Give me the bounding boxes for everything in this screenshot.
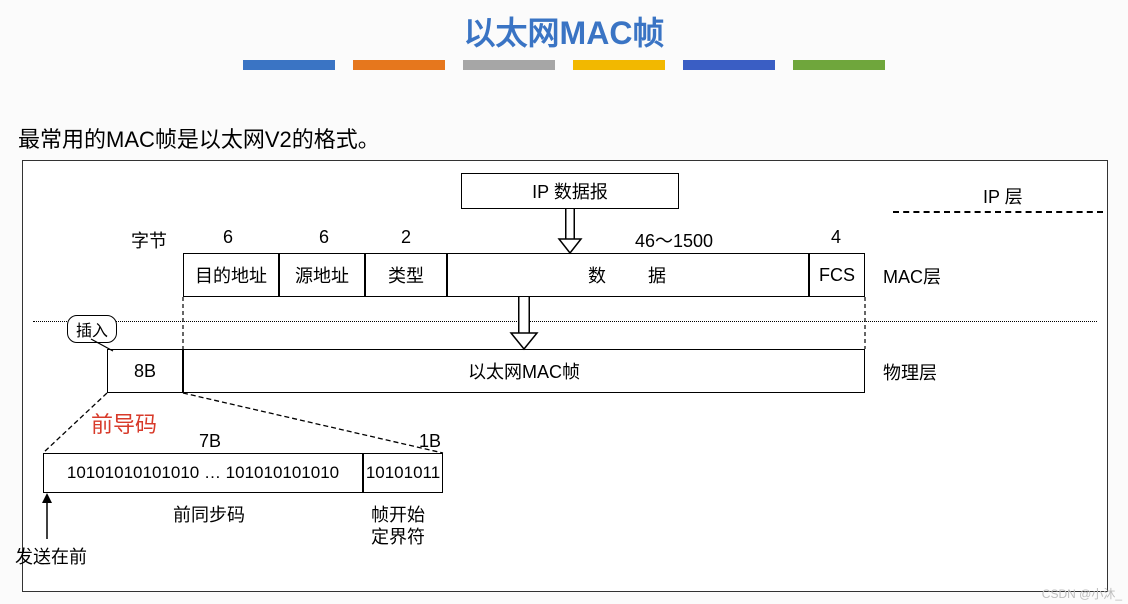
byte-2: 2 <box>401 227 411 248</box>
page-root: 以太网MAC帧 最常用的MAC帧是以太网V2的格式。 IP 数据报 IP 层 字… <box>0 0 1128 604</box>
ip-layer-label: IP 层 <box>983 183 1023 209</box>
title-text: 以太网MAC帧 <box>464 15 665 51</box>
diagram-container: IP 数据报 IP 层 字节 6 6 2 46～1500 4 目的地址 源地址 … <box>22 160 1108 592</box>
bar-2 <box>353 60 445 70</box>
mac-frame-box: 以太网MAC帧 <box>183 349 865 393</box>
preamble-title: 前导码 <box>91 407 157 439</box>
field-dest-addr: 目的地址 <box>183 253 279 297</box>
preamble-sfd-label: 10101011 <box>366 463 440 483</box>
ip-datagram-label: IP 数据报 <box>532 178 608 204</box>
preamble-7b: 7B <box>199 431 221 452</box>
bar-6 <box>793 60 885 70</box>
insert-bubble-label: 插入 <box>76 323 108 340</box>
field-fcs: FCS <box>809 253 865 297</box>
byte-6b: 6 <box>319 227 329 248</box>
preamble-sync-label: 10101010101010 … 101010101010 <box>67 463 339 483</box>
watermark: CSDN @小沐_ <box>1042 585 1122 602</box>
field-data: 数 据 <box>447 253 809 297</box>
byte-6a: 6 <box>223 227 233 248</box>
field-src-addr-label: 源地址 <box>295 262 349 288</box>
sync-sublabel: 前同步码 <box>173 501 245 527</box>
field-src-addr: 源地址 <box>279 253 365 297</box>
byte-label: 字节 <box>131 227 167 253</box>
preamble-sync-cell: 10101010101010 … 101010101010 <box>43 453 363 493</box>
phys-layer-label: 物理层 <box>883 359 937 385</box>
bar-1 <box>243 60 335 70</box>
field-type: 类型 <box>365 253 447 297</box>
insert-bubble: 插入 <box>67 315 117 343</box>
field-dest-addr-label: 目的地址 <box>195 262 267 288</box>
mac-frame-box-label: 以太网MAC帧 <box>468 358 580 384</box>
field-data-label: 数 据 <box>588 262 668 288</box>
expand-line-right <box>183 393 443 453</box>
mac-layer-label: MAC层 <box>883 263 941 289</box>
field-type-label: 类型 <box>388 262 424 288</box>
intro-text: 最常用的MAC帧是以太网V2的格式。 <box>18 122 380 154</box>
arrow-mac-to-phys <box>511 297 537 349</box>
ip-datagram-box: IP 数据报 <box>461 173 679 209</box>
byte-4: 4 <box>831 227 841 248</box>
preamble-box-label: 8B <box>134 361 156 382</box>
bar-4 <box>573 60 665 70</box>
field-fcs-label: FCS <box>819 265 855 286</box>
page-title: 以太网MAC帧 <box>0 8 1128 54</box>
dotted-midline <box>33 321 1097 322</box>
ip-dash-line <box>893 211 1103 213</box>
send-first-label: 发送在前 <box>15 543 87 569</box>
preamble-sfd-cell: 10101011 <box>363 453 443 493</box>
sfd-sublabel-2: 定界符 <box>371 523 425 549</box>
send-first-arrow <box>42 493 52 539</box>
divider-bars <box>0 60 1128 70</box>
bar-5 <box>683 60 775 70</box>
preamble-box: 8B <box>107 349 183 393</box>
preamble-1b: 1B <box>419 431 441 452</box>
byte-46-1500: 46～1500 <box>635 227 713 253</box>
bar-3 <box>463 60 555 70</box>
diagram: IP 数据报 IP 层 字节 6 6 2 46～1500 4 目的地址 源地址 … <box>23 161 1107 591</box>
arrow-ip-to-mac <box>559 209 581 253</box>
